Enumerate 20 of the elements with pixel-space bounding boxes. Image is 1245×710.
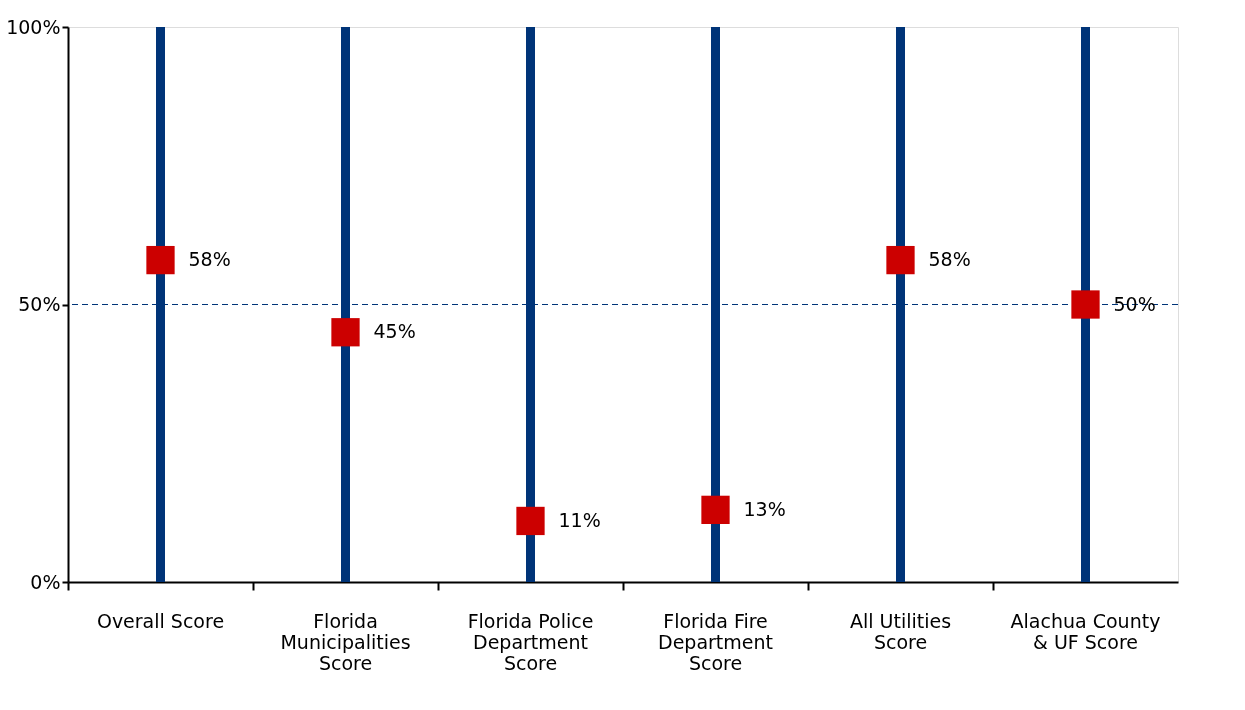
x-tick-label: Florida Municipalities Score xyxy=(280,609,411,674)
data-label: 11% xyxy=(558,508,601,531)
x-tick-label: All Utilities Score xyxy=(849,609,952,653)
x-tick-label: Overall Score xyxy=(96,609,225,632)
point xyxy=(701,495,730,524)
x-tick-label: Florida Police Department Score xyxy=(467,609,594,674)
y-tick-label: 50% xyxy=(18,293,61,315)
data-label: 58% xyxy=(928,248,971,271)
data-label: 13% xyxy=(743,497,786,520)
point xyxy=(886,245,915,275)
y-tick-label: 0% xyxy=(30,570,61,593)
y-tick-label: 100% xyxy=(6,15,61,38)
point xyxy=(516,506,545,536)
point xyxy=(331,318,360,347)
x-tick-label: Florida Fire Department Score xyxy=(658,609,773,674)
data-label: 45% xyxy=(373,320,416,343)
x-tick-label: Alachua County & UF Score xyxy=(1010,609,1161,653)
point xyxy=(146,245,175,275)
data-label: 58% xyxy=(188,248,231,271)
point xyxy=(1071,290,1100,319)
